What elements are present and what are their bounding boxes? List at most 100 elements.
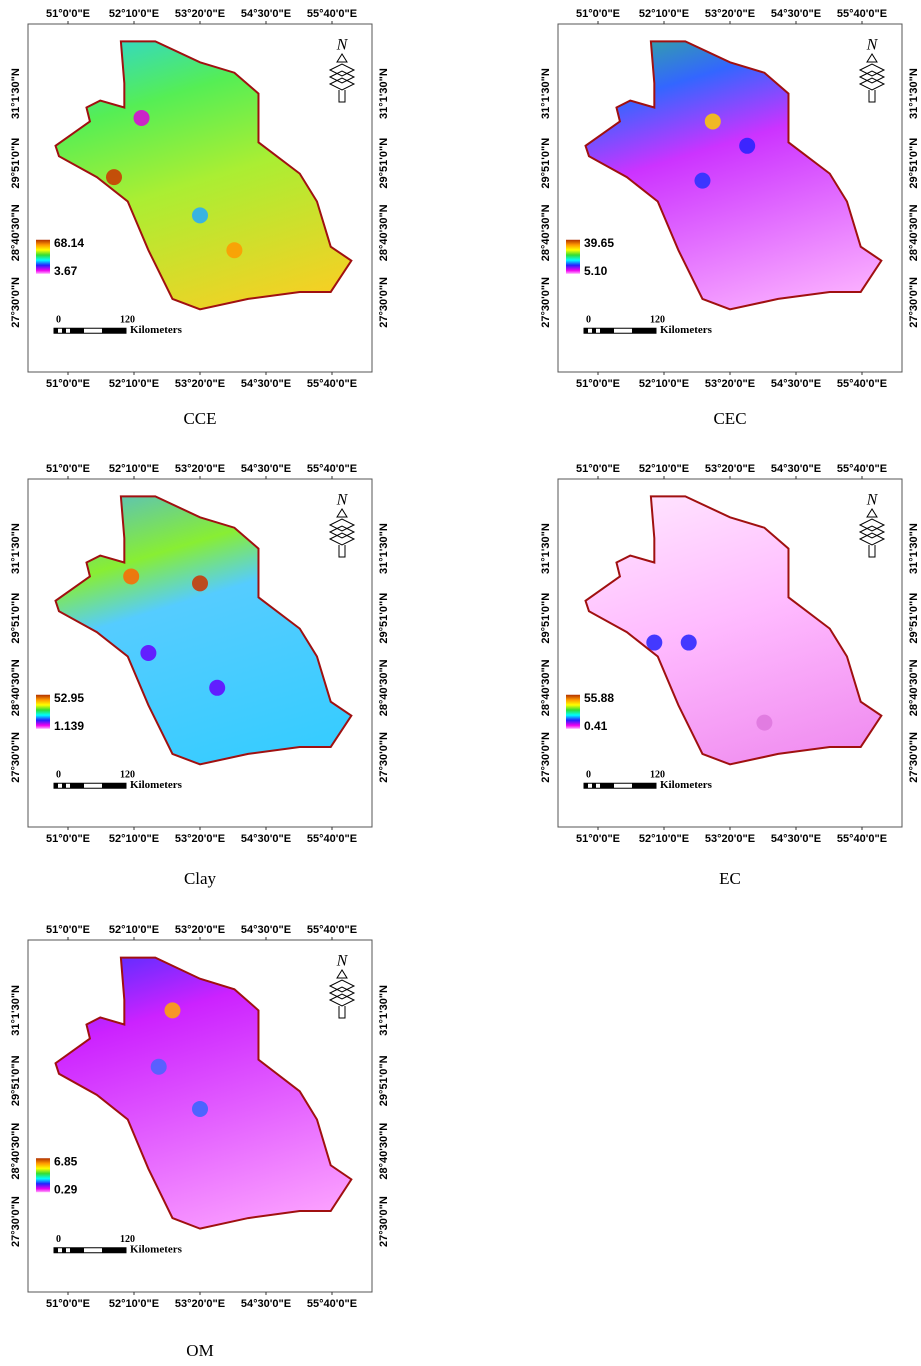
scale-unit: Kilometers xyxy=(130,1243,183,1255)
lat-label: 29°51'0"N xyxy=(10,593,22,644)
hotspot xyxy=(694,172,711,189)
scale-segment xyxy=(632,328,656,334)
lon-label: 51°0'0"E xyxy=(46,1298,90,1310)
scale-unit: Kilometers xyxy=(660,779,713,791)
lat-label: 31°1'30"N xyxy=(10,985,22,1036)
lat-label: 27°30'0"N xyxy=(378,277,390,328)
panel-caption: CEC xyxy=(713,409,746,428)
lon-label: 51°0'0"E xyxy=(46,463,90,475)
lon-label: 55°40'0"E xyxy=(307,1298,357,1310)
lon-label: 55°40'0"E xyxy=(837,8,887,20)
scale-segment xyxy=(102,1247,126,1253)
lat-label: 29°51'0"N xyxy=(378,138,390,189)
hotspot xyxy=(106,169,122,186)
province-outline xyxy=(54,495,353,766)
scale-end: 120 xyxy=(650,770,665,781)
lat-label: 31°1'30"N xyxy=(540,523,552,574)
lon-label: 54°30'0"E xyxy=(241,463,291,475)
lon-label: 51°0'0"E xyxy=(46,378,90,390)
lat-label: 28°40'30"N xyxy=(10,659,22,716)
lat-label: 29°51'0"N xyxy=(378,593,390,644)
hotspot xyxy=(756,714,773,731)
scale-segment xyxy=(584,328,588,334)
scale-segment xyxy=(54,1247,58,1253)
map-panel: 51°0'0"E 51°0'0"E 52°10'0"E 52°10'0"E 53°20'… xyxy=(10,463,390,845)
lat-label: 28°40'30"N xyxy=(10,204,22,261)
lon-label: 55°40'0"E xyxy=(837,463,887,475)
north-arrow xyxy=(328,508,356,558)
lat-label: 28°40'30"N xyxy=(378,204,390,261)
lat-label: 31°1'30"N xyxy=(10,523,22,574)
lon-label: 53°20'0"E xyxy=(705,833,755,845)
lat-label: 29°51'0"N xyxy=(540,138,552,189)
scale-segment xyxy=(62,1247,66,1253)
lat-label: 28°40'30"N xyxy=(10,1123,22,1180)
scale-segment xyxy=(600,783,614,789)
scale-segment xyxy=(102,783,126,789)
lon-label: 51°0'0"E xyxy=(576,463,620,475)
scale-segment xyxy=(584,783,588,789)
scale-start: 0 xyxy=(586,770,591,781)
lat-label: 31°1'30"N xyxy=(378,523,390,574)
lat-label: 27°30'0"N xyxy=(378,732,390,783)
panel-caption: Clay xyxy=(184,869,217,888)
lat-label: 31°1'30"N xyxy=(10,68,22,119)
hotspot xyxy=(704,113,721,130)
lon-label: 53°20'0"E xyxy=(175,833,225,845)
legend-bar xyxy=(36,239,50,274)
scale-start: 0 xyxy=(56,315,61,326)
hotspot xyxy=(164,1002,181,1019)
lat-label: 28°40'30"N xyxy=(908,204,920,261)
legend-min: 0.41 xyxy=(584,719,608,733)
lat-label: 29°51'0"N xyxy=(10,1055,22,1106)
hotspot xyxy=(192,207,208,224)
north-arrow xyxy=(858,508,886,558)
legend-bar xyxy=(566,239,580,274)
scale-end: 120 xyxy=(120,770,135,781)
lat-label: 27°30'0"N xyxy=(908,277,920,328)
lon-label: 53°20'0"E xyxy=(175,1298,225,1310)
lat-label: 27°30'0"N xyxy=(540,277,552,328)
lon-label: 54°30'0"E xyxy=(241,1298,291,1310)
north-label: N xyxy=(866,37,879,54)
lat-label: 29°51'0"N xyxy=(10,138,22,189)
lon-label: 51°0'0"E xyxy=(576,833,620,845)
lon-label: 52°10'0"E xyxy=(639,463,689,475)
scale-segment xyxy=(54,328,58,334)
scale-start: 0 xyxy=(56,770,61,781)
legend-max: 55.88 xyxy=(584,691,614,705)
lon-label: 53°20'0"E xyxy=(705,378,755,390)
lon-label: 55°40'0"E xyxy=(307,924,357,936)
scale-unit: Kilometers xyxy=(660,324,713,336)
map-panel: 51°0'0"E 51°0'0"E 52°10'0"E 52°10'0"E 53°20'… xyxy=(10,924,390,1310)
legend-max: 52.95 xyxy=(54,691,84,705)
north-label: N xyxy=(336,953,349,970)
north-label: N xyxy=(866,492,879,509)
lat-label: 31°1'30"N xyxy=(908,523,920,574)
lon-label: 55°40'0"E xyxy=(307,378,357,390)
lat-label: 27°30'0"N xyxy=(10,277,22,328)
lon-label: 53°20'0"E xyxy=(175,924,225,936)
scale-segment xyxy=(54,783,58,789)
lon-label: 54°30'0"E xyxy=(241,8,291,20)
lon-label: 54°30'0"E xyxy=(771,8,821,20)
lon-label: 53°20'0"E xyxy=(705,8,755,20)
province-outline xyxy=(584,495,883,766)
lat-label: 29°51'0"N xyxy=(908,138,920,189)
lat-label: 27°30'0"N xyxy=(10,1196,22,1247)
lat-label: 31°1'30"N xyxy=(378,985,390,1036)
lon-label: 52°10'0"E xyxy=(109,1298,159,1310)
map-panel: 51°0'0"E 51°0'0"E 52°10'0"E 52°10'0"E 53°20'… xyxy=(540,8,920,390)
lon-label: 52°10'0"E xyxy=(109,378,159,390)
lon-label: 54°30'0"E xyxy=(241,924,291,936)
scale-segment xyxy=(592,783,596,789)
lon-label: 52°10'0"E xyxy=(109,463,159,475)
lon-label: 51°0'0"E xyxy=(576,8,620,20)
north-label: N xyxy=(336,37,349,54)
lon-label: 55°40'0"E xyxy=(307,833,357,845)
hotspot xyxy=(192,1100,208,1117)
lat-label: 28°40'30"N xyxy=(378,1123,390,1180)
lon-label: 54°30'0"E xyxy=(241,378,291,390)
legend-max: 68.14 xyxy=(54,236,84,250)
